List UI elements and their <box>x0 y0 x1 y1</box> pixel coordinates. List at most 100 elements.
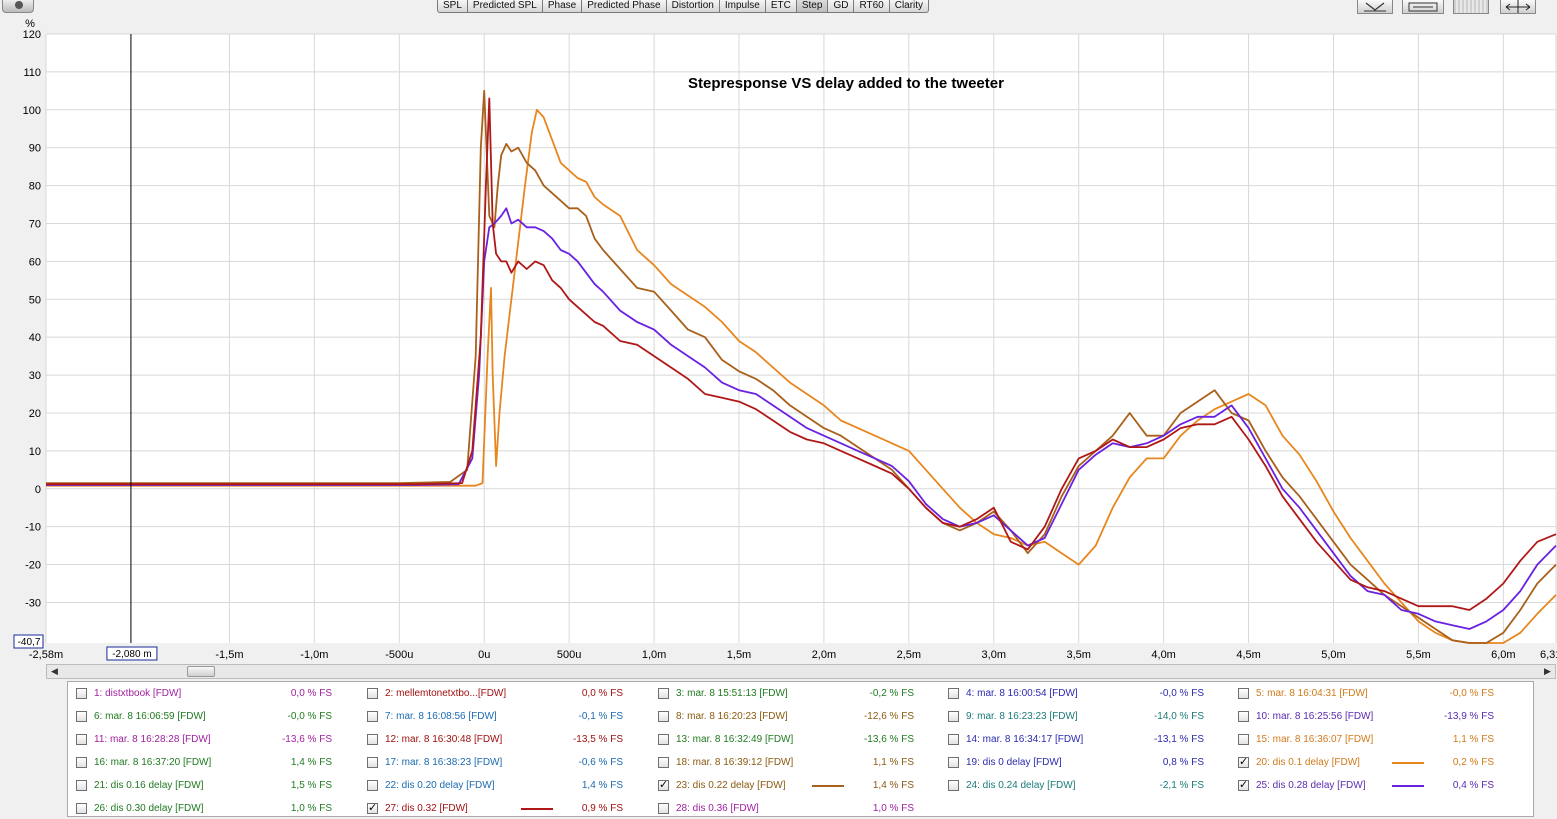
legend-item[interactable]: 13: mar. 8 16:32:49 [FDW] -13,6 % FS <box>658 730 914 750</box>
y-tick-label: 60 <box>29 256 41 268</box>
legend-item[interactable]: 16: mar. 8 16:37:20 [FDW] 1,4 % FS <box>76 753 332 773</box>
legend-item[interactable]: 17: mar. 8 16:38:23 [FDW] -0,6 % FS <box>367 753 623 773</box>
legend-checkbox[interactable] <box>658 711 669 722</box>
tab-predicted-spl[interactable]: Predicted SPL <box>467 0 543 13</box>
legend-item[interactable]: 7: mar. 8 16:08:56 [FDW] -0,1 % FS <box>367 707 623 727</box>
legend-item[interactable]: 15: mar. 8 16:36:07 [FDW] 1,1 % FS <box>1238 730 1494 750</box>
app-menu-button[interactable] <box>2 0 34 13</box>
legend-item[interactable]: 22: dis 0.20 delay [FDW] 1,4 % FS <box>367 776 623 796</box>
legend-item[interactable]: 2: mellemtonetxtbo...[FDW] 0,0 % FS <box>367 684 623 704</box>
legend-item[interactable]: ✓ 23: dis 0.22 delay [FDW] 1,4 % FS <box>658 776 914 796</box>
legend-checkbox[interactable] <box>658 734 669 745</box>
legend-value: -13,6 % FS <box>281 734 332 745</box>
legend-checkbox[interactable]: ✓ <box>1238 756 1249 768</box>
legend-checkbox[interactable] <box>1238 711 1249 722</box>
legend-value: -13,1 % FS <box>1153 734 1204 745</box>
legend-checkbox[interactable] <box>948 734 959 745</box>
tab-spl[interactable]: SPL <box>437 0 468 13</box>
tab-etc[interactable]: ETC <box>765 0 797 13</box>
legend-item[interactable]: 3: mar. 8 15:51:13 [FDW] -0,2 % FS <box>658 684 914 704</box>
legend-checkbox[interactable] <box>367 734 378 745</box>
horizontal-scrollbar[interactable]: ◀ ▶ <box>46 664 1556 679</box>
tab-phase[interactable]: Phase <box>542 0 583 13</box>
legend-item[interactable]: 19: dis 0 delay [FDW] 0,8 % FS <box>948 753 1204 773</box>
legend-item[interactable]: 28: dis 0.36 [FDW] 1,0 % FS <box>658 799 914 819</box>
legend-label: 11: mar. 8 16:28:28 [FDW] <box>94 734 211 745</box>
legend-item[interactable]: 11: mar. 8 16:28:28 [FDW] -13,6 % FS <box>76 730 332 750</box>
tab-impulse[interactable]: Impulse <box>719 0 766 13</box>
legend-item[interactable]: 4: mar. 8 16:00:54 [FDW] -0,0 % FS <box>948 684 1204 704</box>
scroll-left-icon[interactable]: ◀ <box>51 666 58 676</box>
x-tick-label: 3,0m <box>982 649 1006 661</box>
scrollbar-thumb[interactable] <box>187 666 215 677</box>
x-tick-label: 5,0m <box>1321 649 1345 661</box>
legend-checkbox[interactable] <box>76 757 87 768</box>
legend-checkbox[interactable] <box>1238 688 1249 699</box>
legend-checkbox[interactable] <box>948 711 959 722</box>
legend-item[interactable]: 24: dis 0.24 delay [FDW] -2,1 % FS <box>948 776 1204 796</box>
plot-area[interactable] <box>46 34 1556 643</box>
legend-checkbox[interactable] <box>76 711 87 722</box>
legend-checkbox[interactable] <box>367 780 378 791</box>
legend-item[interactable]: 21: dis 0.16 delay [FDW] 1,5 % FS <box>76 776 332 796</box>
legend-checkbox[interactable] <box>76 780 87 791</box>
tab-clarity[interactable]: Clarity <box>889 0 930 13</box>
legend-value: -0,6 % FS <box>578 757 623 768</box>
legend-item[interactable]: 8: mar. 8 16:20:23 [FDW] -12,6 % FS <box>658 707 914 727</box>
controls-toggle-button[interactable] <box>1453 0 1489 14</box>
series-line <box>46 89 1557 644</box>
legend-checkbox[interactable] <box>367 711 378 722</box>
legend-item[interactable]: ✓ 27: dis 0.32 [FDW] 0,9 % FS <box>367 799 623 819</box>
legend-value: 1,5 % FS <box>290 780 332 791</box>
legend-item[interactable]: 12: mar. 8 16:30:48 [FDW] -13,5 % FS <box>367 730 623 750</box>
legend-checkbox[interactable]: ✓ <box>367 802 378 814</box>
tab-rt60[interactable]: RT60 <box>854 0 890 13</box>
scroll-right-icon[interactable]: ▶ <box>1544 666 1551 676</box>
series-line <box>46 108 1557 644</box>
fit-to-window-button[interactable] <box>1500 0 1536 14</box>
x-tick-label: 3,5m <box>1066 649 1090 661</box>
tab-gd[interactable]: GD <box>828 0 855 13</box>
legend-checkbox[interactable] <box>658 688 669 699</box>
tab-step[interactable]: Step <box>796 0 829 13</box>
tab-predicted-phase[interactable]: Predicted Phase <box>582 0 667 13</box>
grid-lines <box>45 33 1557 643</box>
legend-checkbox[interactable] <box>948 780 959 791</box>
capture-view-button[interactable] <box>1402 0 1444 14</box>
legend-item[interactable]: 26: dis 0.30 delay [FDW] 1,0 % FS <box>76 799 332 819</box>
legend-checkbox[interactable] <box>367 757 378 768</box>
legend-checkbox[interactable] <box>367 688 378 699</box>
legend-item[interactable]: 14: mar. 8 16:34:17 [FDW] -13,1 % FS <box>948 730 1204 750</box>
legend-item[interactable]: 1: distxtbook [FDW] 0,0 % FS <box>76 684 332 704</box>
legend-item[interactable]: ✓ 25: dis 0.28 delay [FDW] 0,4 % FS <box>1238 776 1494 796</box>
y-tick-label: 90 <box>29 143 41 155</box>
legend-label: 24: dis 0.24 delay [FDW] <box>966 780 1076 791</box>
legend-item[interactable]: 9: mar. 8 16:23:23 [FDW] -14,0 % FS <box>948 707 1204 727</box>
legend-checkbox[interactable] <box>1238 734 1249 745</box>
overlay-view-button[interactable] <box>1357 0 1393 14</box>
legend-item[interactable]: 18: mar. 8 16:39:12 [FDW] 1,1 % FS <box>658 753 914 773</box>
legend-value: -13,5 % FS <box>572 734 623 745</box>
legend-value: -12,6 % FS <box>863 711 914 722</box>
legend-checkbox[interactable] <box>948 757 959 768</box>
legend-checkbox[interactable] <box>658 757 669 768</box>
legend-checkbox[interactable] <box>76 803 87 814</box>
legend-value: 0,8 % FS <box>1162 757 1204 768</box>
toolbar: SPL Predicted SPL Phase Predicted Phase Dist… <box>0 0 1557 14</box>
legend-checkbox[interactable] <box>948 688 959 699</box>
legend-checkbox[interactable]: ✓ <box>658 779 669 791</box>
tab-distortion[interactable]: Distortion <box>666 0 720 13</box>
y-tick-label: 110 <box>23 67 41 79</box>
legend-item[interactable]: ✓ 20: dis 0.1 delay [FDW] 0,2 % FS <box>1238 753 1494 773</box>
legend-item[interactable]: 10: mar. 8 16:25:56 [FDW] -13,9 % FS <box>1238 707 1494 727</box>
legend-checkbox[interactable] <box>76 734 87 745</box>
legend-item[interactable]: 5: mar. 8 16:04:31 [FDW] -0,0 % FS <box>1238 684 1494 704</box>
legend-item[interactable]: 6: mar. 8 16:06:59 [FDW] -0,0 % FS <box>76 707 332 727</box>
legend-checkbox[interactable]: ✓ <box>1238 779 1249 791</box>
legend-value: 0,2 % FS <box>1452 757 1494 768</box>
legend-checkbox[interactable] <box>658 803 669 814</box>
y-tick-label: 70 <box>29 218 41 230</box>
legend-label: 2: mellemtonetxtbo...[FDW] <box>385 688 507 699</box>
legend-checkbox[interactable] <box>76 688 87 699</box>
